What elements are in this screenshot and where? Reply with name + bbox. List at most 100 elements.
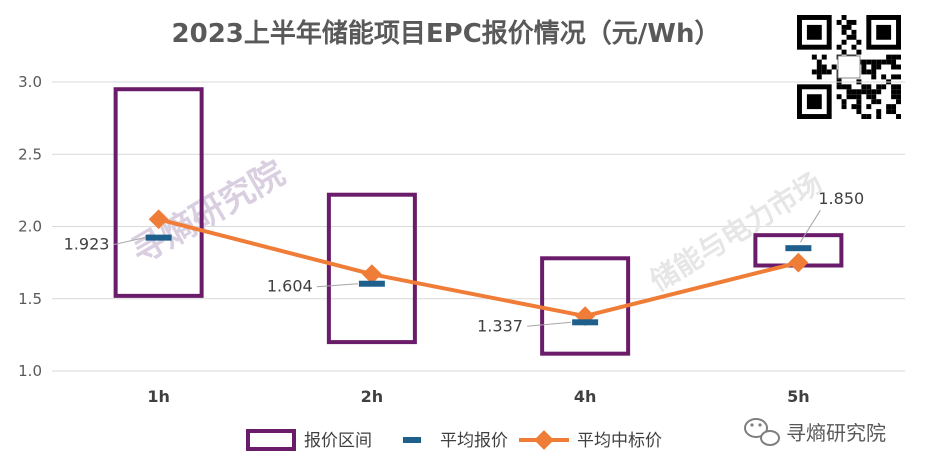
qr-module [851, 29, 857, 35]
legend-avg-quote-swatch [403, 437, 421, 443]
range-box [540, 256, 631, 356]
qr-module [856, 89, 862, 95]
qr-module [836, 94, 842, 100]
qr-module [891, 64, 897, 70]
qr-module [891, 89, 897, 95]
label-leader [799, 209, 821, 243]
qr-module [896, 84, 901, 90]
qr-module [896, 94, 901, 100]
gridlines [52, 81, 905, 372]
qr-module [886, 59, 892, 65]
data-label: 1.850 [818, 189, 864, 208]
qr-module [891, 104, 897, 110]
qr-module [846, 84, 852, 90]
qr-module [891, 84, 897, 90]
x-category-label: 5h [787, 387, 810, 406]
qr-module [816, 64, 822, 70]
qr-module [896, 64, 901, 70]
qr-module [851, 19, 857, 25]
qr-module [871, 69, 877, 75]
qr-module [831, 64, 837, 70]
qr-module [871, 99, 877, 105]
qr-module [851, 44, 857, 50]
range-box [113, 87, 204, 298]
y-tick-label: 2.0 [18, 218, 42, 236]
y-tick-label: 1.0 [18, 362, 42, 380]
qr-module [841, 84, 847, 90]
legend-avg-bid-diamond [534, 430, 554, 450]
qr-module [896, 114, 901, 119]
x-category-label: 1h [147, 387, 170, 406]
avg-bid-point [148, 209, 169, 230]
qr-module [896, 54, 901, 60]
qr-finder-core [806, 94, 822, 110]
qr-module [871, 74, 877, 80]
qr-code-icon [797, 15, 901, 119]
qr-module [866, 114, 872, 119]
wechat-icon [744, 418, 780, 446]
qr-module [871, 59, 877, 65]
qr-module [816, 74, 822, 80]
qr-module [851, 94, 857, 100]
qr-module [866, 69, 872, 75]
avg-bid-point [788, 252, 809, 273]
avg-quote-markers [145, 234, 812, 326]
qr-logo [837, 55, 861, 79]
qr-module [851, 89, 857, 95]
qr-module [846, 89, 852, 95]
qr-module [876, 64, 882, 70]
qr-module [821, 54, 827, 60]
qr-module [846, 34, 852, 40]
chart-title: 2023上半年储能项目EPC报价情况（元/Wh） [172, 18, 721, 49]
y-axis-ticks: 1.0 1.5 2.0 2.5 3.0 [18, 73, 42, 380]
qr-module [851, 34, 857, 40]
qr-module [856, 39, 862, 45]
qr-module [871, 94, 877, 100]
watermark-main: 寻熵研究院 [125, 153, 292, 273]
qr-module [871, 89, 877, 95]
qr-module [866, 89, 872, 95]
qr-module [811, 54, 817, 60]
data-labels: 1.923 1.604 1.337 1.850 [64, 189, 865, 335]
qr-module [876, 84, 882, 90]
qr-module [861, 59, 867, 65]
qr-module [866, 84, 872, 90]
qr-module [821, 69, 827, 75]
avg-quote-marker [572, 319, 599, 326]
qr-module [856, 49, 862, 55]
avg-quote-marker [358, 280, 385, 287]
x-category-label: 4h [574, 387, 597, 406]
qr-module [841, 99, 847, 105]
qr-module [876, 109, 882, 115]
qr-module [891, 74, 897, 80]
data-label: 1.923 [64, 235, 110, 254]
label-leader [316, 283, 358, 288]
qr-module [876, 99, 882, 105]
avg-bid-point [361, 264, 382, 285]
avg-quote-marker [785, 245, 812, 252]
qr-module [836, 44, 842, 50]
qr-module [866, 59, 872, 65]
range-box [326, 192, 417, 345]
avg-bid-polyline [158, 217, 799, 319]
qr-module [841, 15, 847, 20]
qr-module [886, 54, 892, 60]
legend-avg-quote-label: 平均报价 [440, 431, 508, 451]
qr-module [816, 69, 822, 75]
data-label: 1.604 [267, 277, 313, 296]
qr-module [896, 99, 901, 105]
brand-label: 寻熵研究院 [786, 421, 886, 445]
qr-finder-core [806, 24, 822, 40]
qr-module [881, 74, 887, 80]
qr-module [886, 109, 892, 115]
qr-module [861, 64, 867, 70]
label-leader [527, 321, 572, 327]
qr-module [826, 69, 832, 75]
qr-module [841, 104, 847, 110]
y-tick-label: 3.0 [18, 73, 42, 91]
qr-module [856, 94, 862, 100]
qr-module [896, 89, 901, 95]
qr-module [841, 49, 847, 55]
x-category-label: 2h [361, 387, 384, 406]
